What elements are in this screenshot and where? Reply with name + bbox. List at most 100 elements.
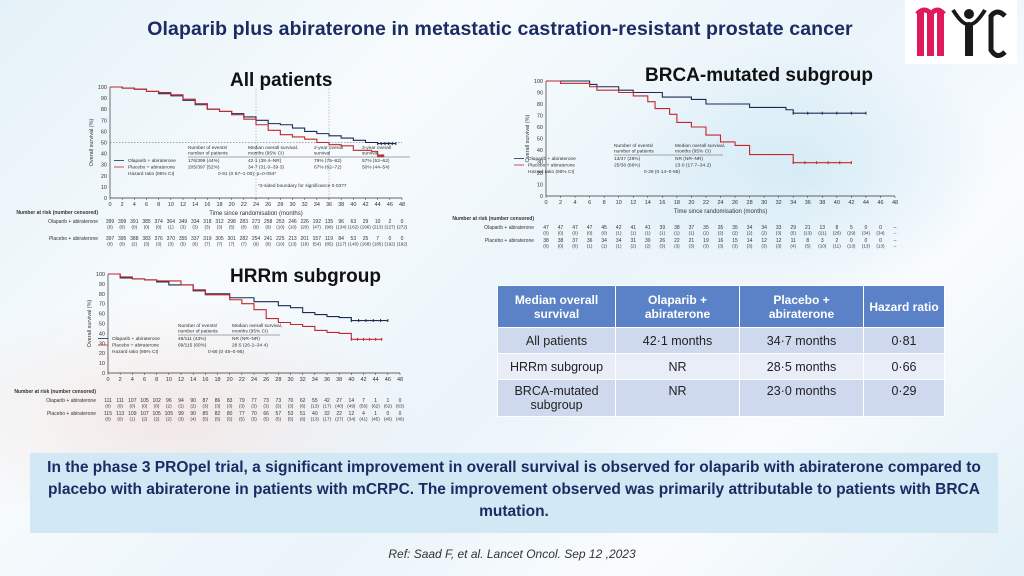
- at-risk-count: 301: [227, 236, 236, 242]
- at-risk-count: 0: [865, 238, 868, 244]
- at-risk-count: 4: [362, 411, 365, 417]
- at-risk-censored: (0): [572, 244, 578, 249]
- x-tick-label: 30: [761, 200, 767, 206]
- at-risk-count: 34: [761, 225, 767, 231]
- at-risk-censored: (3): [288, 404, 294, 409]
- x-tick-label: 30: [287, 377, 293, 383]
- y-tick-label: 20: [99, 351, 105, 357]
- at-risk-count: 29: [790, 225, 796, 231]
- at-risk-censored: (34): [876, 231, 885, 236]
- x-tick-label: 22: [239, 377, 245, 383]
- y-tick-label: 60: [101, 129, 107, 135]
- at-risk-censored: (5): [227, 417, 233, 422]
- at-risk-censored: (0): [156, 225, 162, 230]
- cell: 28·5 months: [739, 353, 864, 380]
- at-risk-count: 96: [166, 398, 172, 404]
- at-risk-count: 35: [703, 225, 709, 231]
- y-tick-label: 70: [537, 114, 543, 120]
- x-tick-label: 44: [863, 200, 869, 206]
- at-risk-censored: (13): [804, 231, 813, 236]
- at-risk-censored: (192): [385, 242, 396, 247]
- y-tick-label: 80: [537, 102, 543, 108]
- km-curve-placebo: [110, 86, 384, 157]
- at-risk-censored: (3): [192, 225, 198, 230]
- at-risk-count: 397: [106, 236, 115, 242]
- background-decoration: [600, 40, 1000, 300]
- x-tick-label: 22: [703, 200, 709, 206]
- x-tick-label: 2: [119, 377, 122, 383]
- at-risk-censored: (62): [372, 404, 381, 409]
- at-risk-censored: (6): [300, 404, 306, 409]
- at-risk-censored: (2): [747, 231, 753, 236]
- at-risk-censored: (3): [761, 244, 767, 249]
- at-risk-count: 31: [630, 238, 636, 244]
- at-risk-count: 0: [850, 238, 853, 244]
- chart-title-all-patients: All patients: [230, 70, 333, 91]
- at-risk-censored: (4): [790, 244, 796, 249]
- x-tick-label: 32: [300, 377, 306, 383]
- at-risk-censored: (2): [718, 231, 724, 236]
- at-risk-count: 55: [312, 398, 318, 404]
- x-tick-label: 24: [717, 200, 723, 206]
- at-risk-censored: (3): [263, 404, 269, 409]
- x-tick-label: 46: [385, 377, 391, 383]
- legend-value: NR (NR–NR): [675, 156, 703, 162]
- at-risk-censored: (3): [178, 417, 184, 422]
- at-risk-censored: (2): [178, 404, 184, 409]
- at-risk-censored: (3): [239, 404, 245, 409]
- legend-value: 67% (62–72): [314, 165, 342, 171]
- at-risk-censored: (3): [251, 404, 257, 409]
- at-risk-count: 388: [130, 236, 139, 242]
- chart-title-hrrm: HRRm subgroup: [230, 266, 381, 287]
- at-risk-count: 258: [264, 219, 273, 225]
- at-risk-count: 7: [376, 236, 379, 242]
- at-risk-count: 15: [732, 238, 738, 244]
- at-risk-count: 30: [645, 238, 651, 244]
- y-tick-label: 90: [537, 91, 543, 97]
- x-tick-label: 44: [373, 377, 379, 383]
- at-risk-label: Number at risk (number censored): [16, 210, 98, 216]
- at-risk-row-label: Olaparib + abiraterone: [484, 225, 534, 231]
- legend-value: 25/38 (66%): [614, 163, 641, 169]
- at-risk-censored: (185): [372, 242, 383, 247]
- at-risk-count: 63: [351, 219, 357, 225]
- x-tick-label: 16: [204, 202, 210, 208]
- legend-value: 0·66 (0·45–0·95): [208, 349, 244, 355]
- at-risk-count: 312: [215, 219, 224, 225]
- at-risk-count: 2: [388, 219, 391, 225]
- at-risk-count: 115: [104, 411, 112, 417]
- at-risk-censored: (162): [348, 225, 359, 230]
- cell: 34·7 months: [739, 327, 864, 354]
- x-tick-label: 4: [131, 377, 134, 383]
- at-risk-row-label: Olaparib + abiraterone: [48, 219, 98, 225]
- at-risk-censored: –: [894, 244, 897, 249]
- legend-value: 57% (52–62): [362, 158, 390, 164]
- x-tick-label: 14: [190, 377, 196, 383]
- y-tick-label: 90: [99, 282, 105, 288]
- at-risk-censored: (5): [180, 242, 186, 247]
- x-tick-label: 0: [108, 202, 111, 208]
- at-risk-censored: (10): [276, 225, 285, 230]
- at-risk-count: 213: [288, 236, 297, 242]
- at-risk-count: 42: [616, 225, 622, 231]
- x-tick-label: 38: [338, 202, 344, 208]
- at-risk-censored: (3): [227, 404, 233, 409]
- at-risk-censored: (56): [359, 404, 368, 409]
- at-risk-count: 111: [104, 398, 112, 404]
- at-risk-count: 5: [850, 225, 853, 231]
- x-tick-label: 12: [630, 200, 636, 206]
- at-risk-censored: (26): [833, 231, 842, 236]
- cell: HRRm subgroup: [497, 353, 616, 380]
- y-tick-label: 60: [99, 312, 105, 318]
- at-risk-count: 283: [240, 219, 249, 225]
- legend-value: 176/399 (44%): [188, 158, 220, 164]
- at-risk-censored: (0): [119, 242, 125, 247]
- at-risk-censored: (46): [384, 417, 393, 422]
- legend-value: 0·81 (0·67–1·00); p=0·054*: [218, 171, 276, 177]
- x-tick-label: 8: [603, 200, 606, 206]
- at-risk-censored: (63): [396, 404, 405, 409]
- at-risk-censored: (2): [142, 417, 148, 422]
- header-cell: Median overall survival: [497, 285, 616, 328]
- at-risk-count: 86: [215, 398, 221, 404]
- legend-value: 34·7 (31·0–39·3): [248, 165, 284, 171]
